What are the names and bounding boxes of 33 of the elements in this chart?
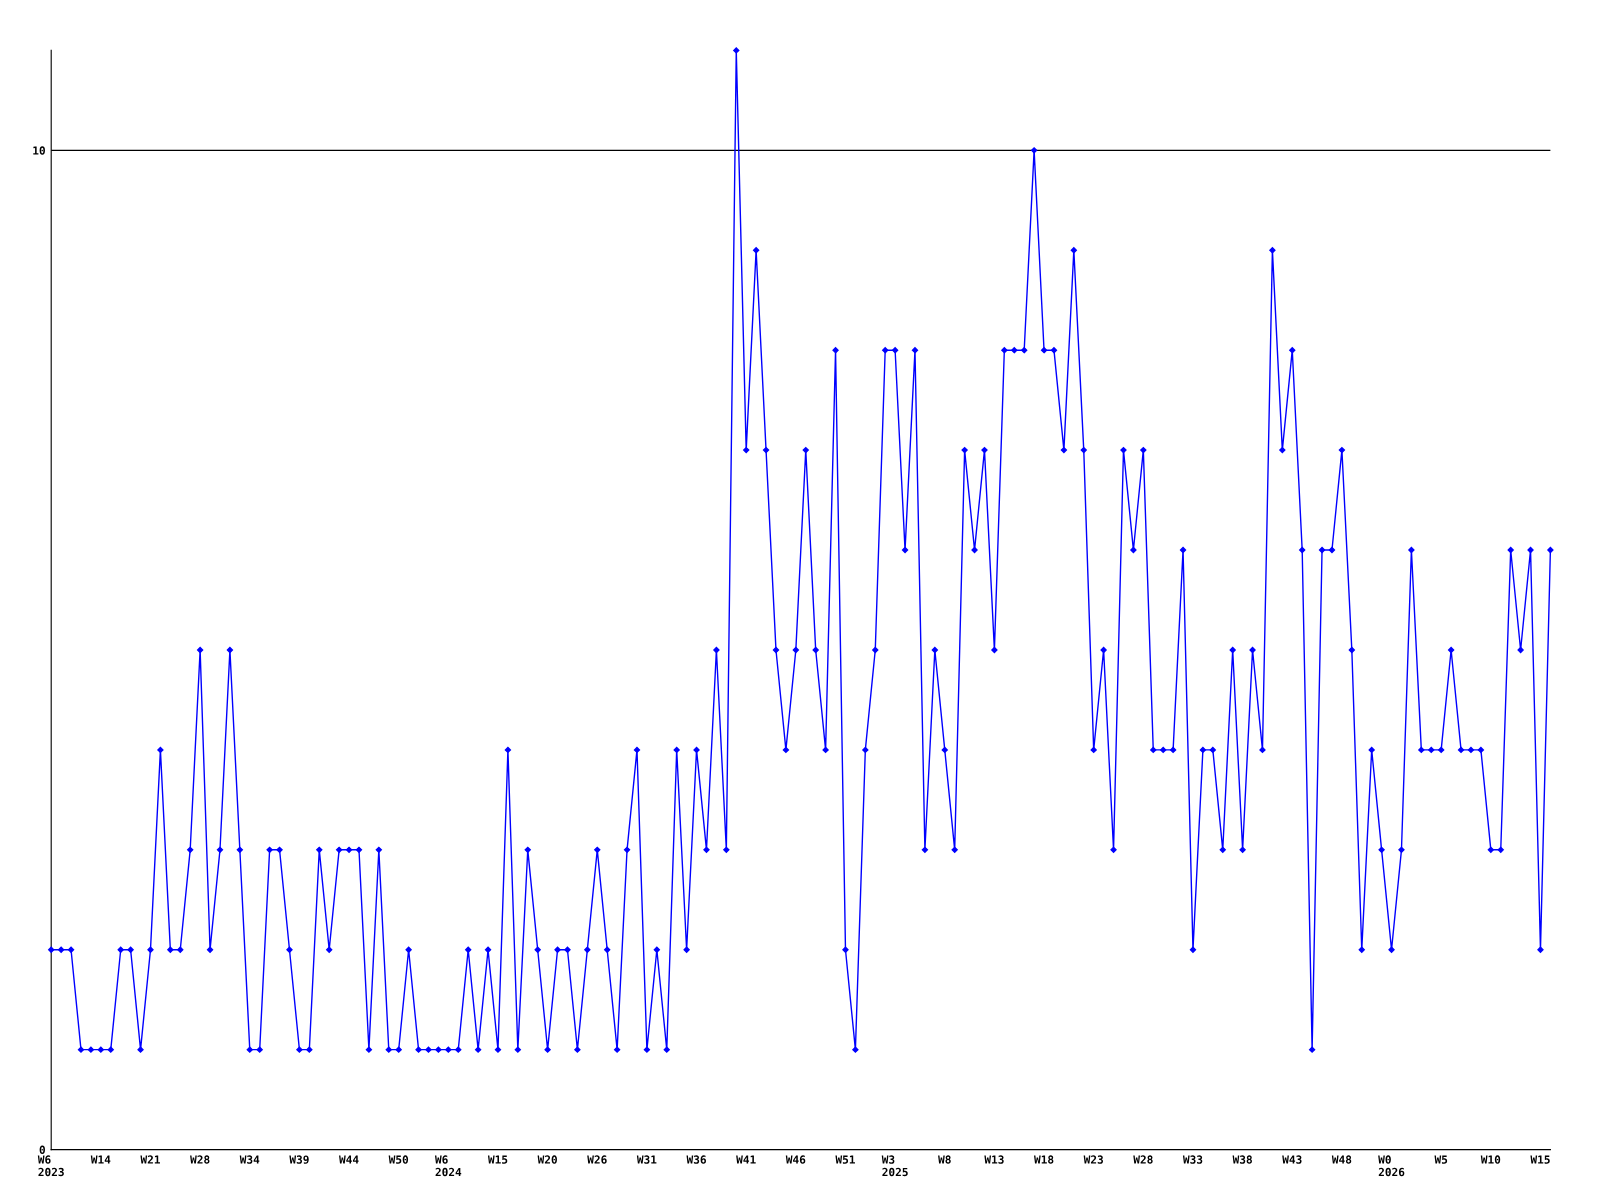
x-tick-label: W51 (835, 1155, 855, 1164)
x-tick-label: W14 (90, 1155, 111, 1164)
y-tick-label: 0 (39, 1145, 45, 1154)
x-tick-label: W21 (140, 1155, 160, 1164)
x-tick-label: W43 (1282, 1155, 1302, 1164)
x-tick-label: W50 (388, 1155, 409, 1164)
x-tick-label: W39 (289, 1155, 309, 1164)
x-tick-label: W48 (1331, 1155, 1352, 1164)
x-tick-label: W31 (636, 1155, 657, 1164)
x-tick-label: W3 2025 (881, 1155, 908, 1177)
x-tick-label: W6 2023 (37, 1155, 64, 1177)
x-tick-label: W36 (686, 1155, 706, 1164)
x-tick-label: W46 (785, 1155, 806, 1164)
x-tick-label: W13 (984, 1155, 1004, 1164)
x-tick-label: W23 (1083, 1155, 1103, 1164)
x-tick-label: W15 (487, 1155, 508, 1164)
x-tick-label: W34 (239, 1155, 260, 1164)
x-tick-label: W38 (1232, 1155, 1252, 1164)
y-tick-label: 10 (33, 146, 45, 155)
x-tick-label: W41 (736, 1155, 756, 1164)
x-tick-label: W18 (1034, 1155, 1054, 1164)
x-tick-label: W44 (339, 1155, 359, 1164)
x-tick-label: W8 (938, 1155, 951, 1164)
x-tick-label: W0 2026 (1378, 1155, 1405, 1177)
x-tick-label: W33 (1182, 1155, 1203, 1164)
x-tick-label: W15 (1530, 1155, 1550, 1164)
x-tick-label: W28 (190, 1155, 210, 1164)
x-tick-label: W26 (587, 1155, 607, 1164)
x-tick-label: W28 (1133, 1155, 1153, 1164)
x-tick-label: W10 (1480, 1155, 1501, 1164)
x-tick-label: W5 (1434, 1155, 1448, 1164)
x-tick-label: W20 (537, 1155, 557, 1164)
x-tick-label: W6 2024 (434, 1155, 462, 1177)
